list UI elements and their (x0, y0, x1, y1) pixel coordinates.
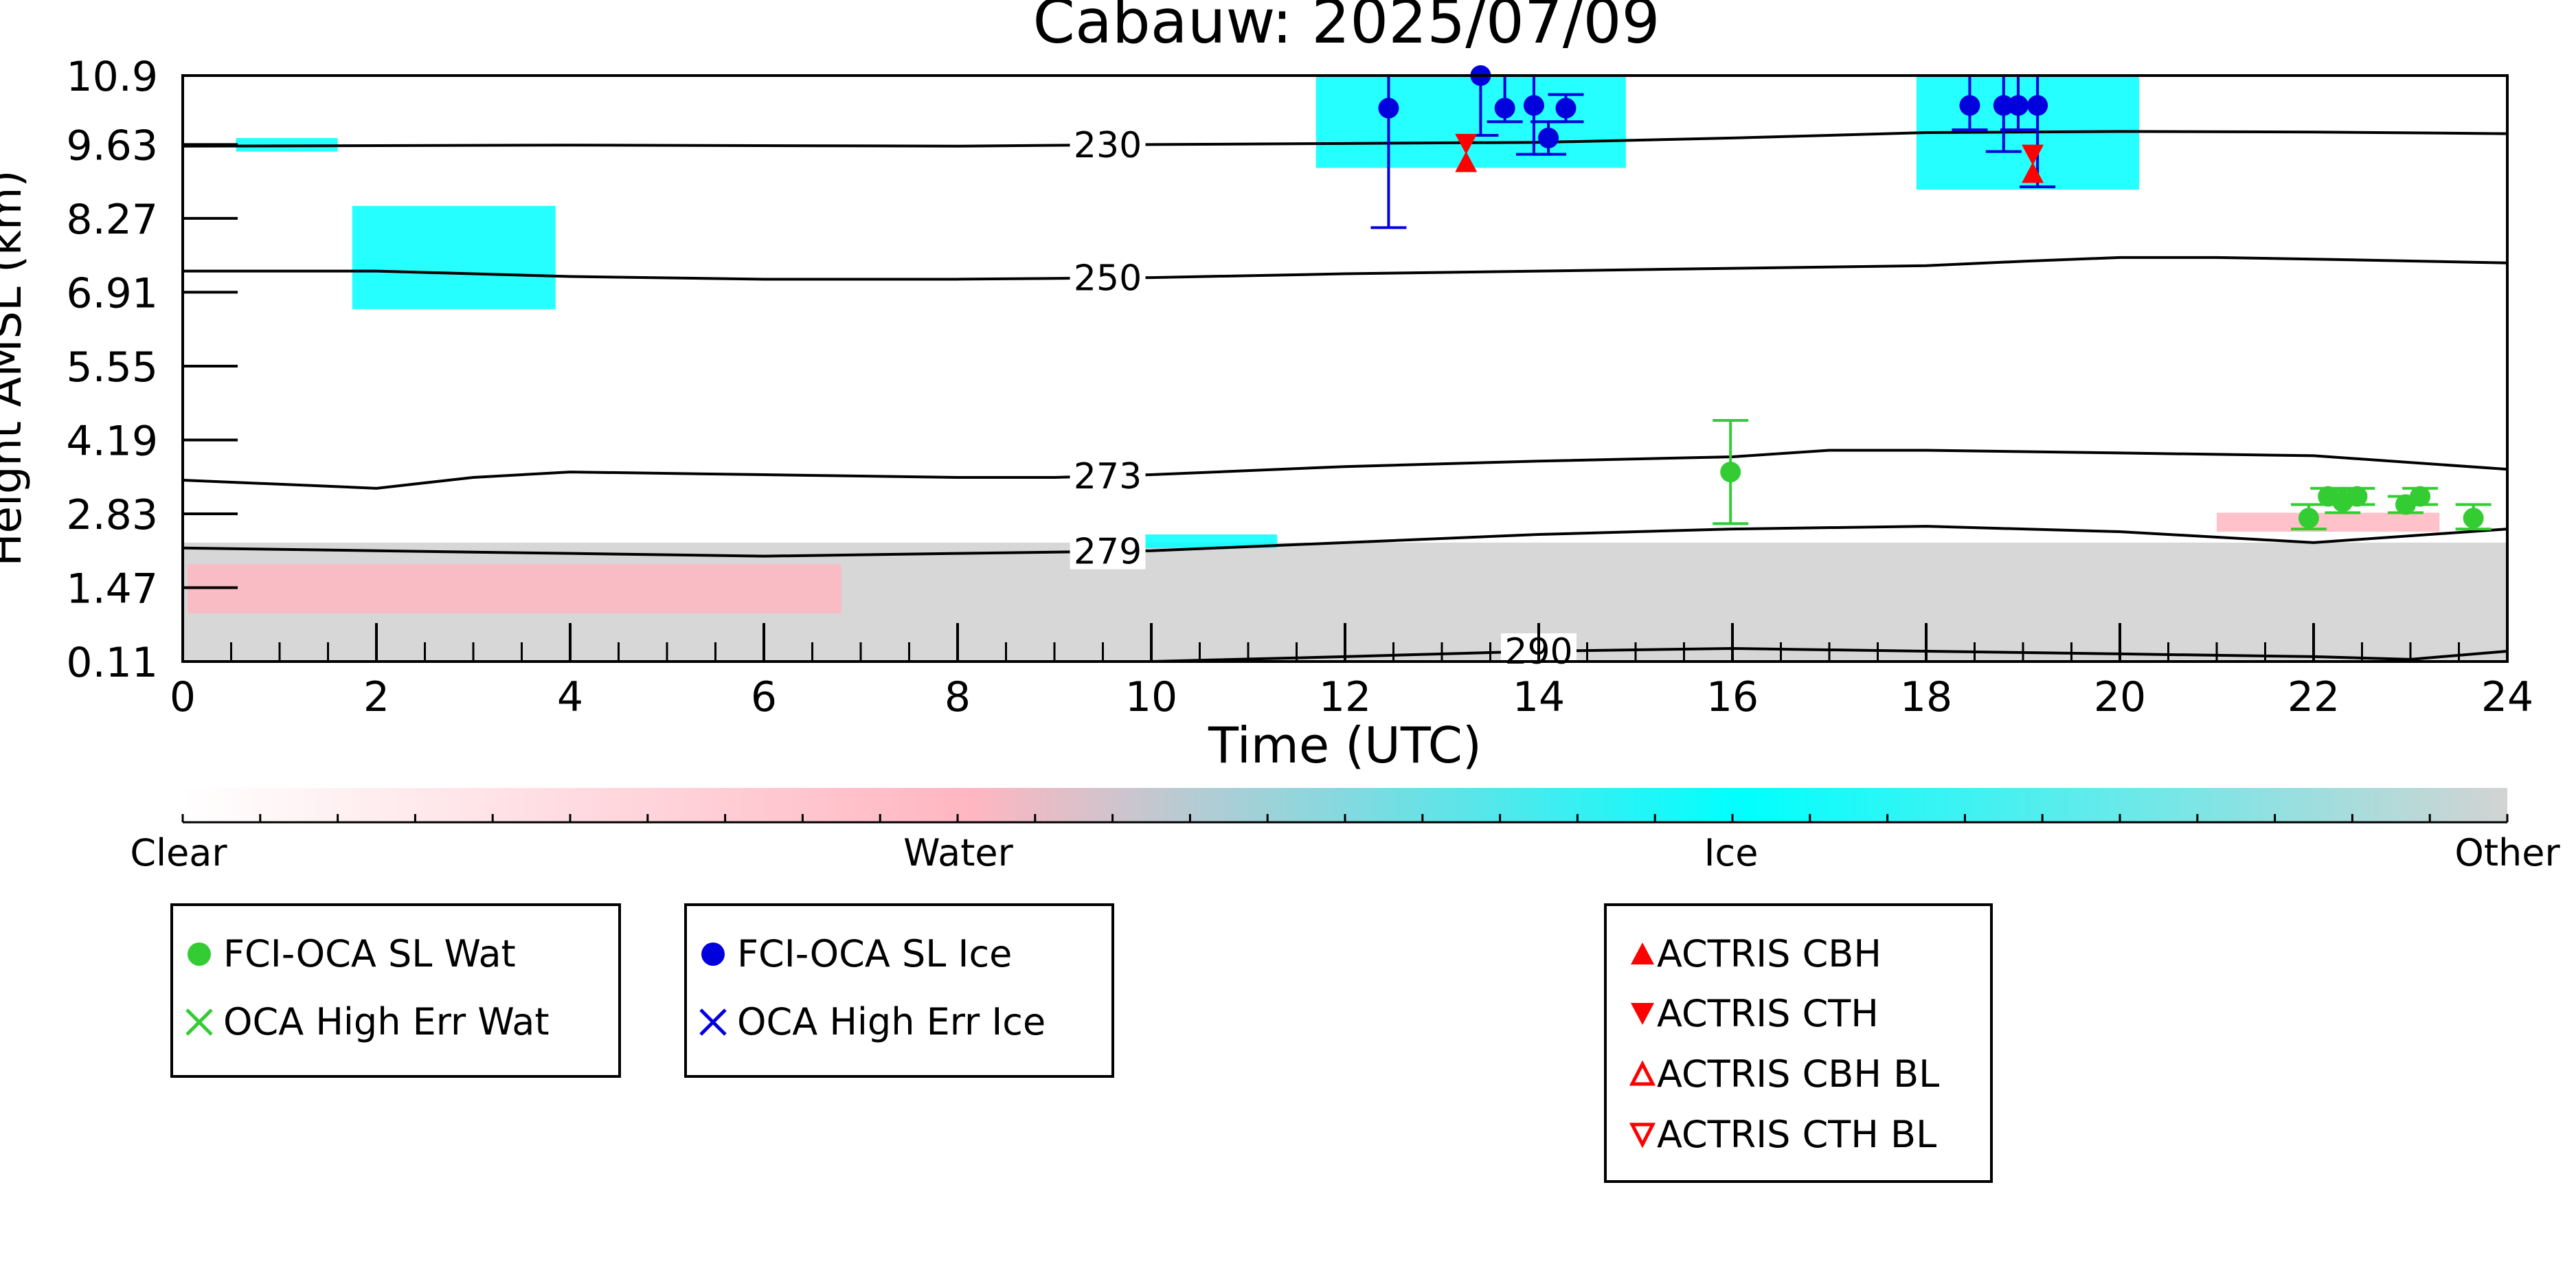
legend-marker-wat-circle (188, 942, 211, 966)
marker-fci-oca-sl-ice (1959, 95, 1980, 116)
marker-fci-oca-sl-ice (1555, 98, 1577, 119)
x-tick-label: 6 (751, 673, 777, 721)
x-tick-label: 22 (2287, 673, 2340, 721)
contour-250 (183, 256, 2508, 281)
contour-label-273: 273 (1074, 456, 1142, 497)
legend-ice: FCI-OCA SL Ice OCA High Err Ice (684, 903, 1114, 1078)
legend-water-frame (170, 903, 621, 1078)
x-tick-label: 12 (1319, 673, 1371, 721)
marker-fci-oca-sl-ice (2027, 95, 2048, 116)
marker-fci-oca-sl-wat (2347, 486, 2368, 507)
marker-fci-oca-sl-wat (2463, 508, 2484, 529)
marker-fci-oca-sl-ice (1523, 95, 1544, 116)
colorbar-label-other: Other (2454, 831, 2560, 874)
colorbar-label-clear: Clear (130, 831, 227, 874)
colorbar-label-water: Water (903, 831, 1013, 874)
marker-fci-oca-sl-ice (1494, 98, 1515, 119)
legend-marker-wat-x (185, 1008, 213, 1036)
marker-actris-cth (2022, 144, 2044, 166)
x-tick-label: 20 (2094, 673, 2146, 721)
x-tick-label: 0 (170, 673, 196, 721)
legend-label-higherr-wat: OCA High Err Wat (223, 1000, 550, 1043)
contour-label-250: 250 (1074, 258, 1142, 300)
legend-marker-ice-x (699, 1008, 727, 1036)
legend-label-higherr-ice: OCA High Err Ice (737, 1000, 1046, 1043)
x-tick-label: 14 (1513, 673, 1565, 721)
legend-label-oca-wat: FCI-OCA SL Wat (223, 932, 516, 975)
x-tick-label: 10 (1125, 673, 1177, 721)
x-tick-label: 2 (363, 673, 389, 721)
contour-279 (182, 525, 2508, 558)
legend-actris-frame (1604, 903, 1993, 1183)
cloud-region-water (188, 564, 841, 613)
chart-title: Cabauw: 2025/07/09 (1033, 0, 1660, 57)
colorbar-label-ice: Ice (1704, 831, 1759, 874)
cloud-region-ice (352, 205, 556, 309)
x-axis-label: Time (UTC) (1208, 716, 1482, 774)
y-tick-label: 8.27 (66, 196, 158, 244)
marker-fci-oca-sl-ice (1993, 95, 2014, 116)
contour-label-bg-273 (1070, 457, 1146, 494)
x-tick-label: 18 (1900, 673, 1952, 721)
y-tick-label: 6.91 (66, 269, 158, 317)
legend-marker-cth (1631, 1003, 1654, 1025)
marker-actris-cbh (1455, 151, 1478, 172)
contour-label-230: 230 (1074, 125, 1142, 166)
marker-actris-cbh (2022, 162, 2044, 183)
legend-actris: ACTRIS CBH ACTRIS CTH ACTRIS CBH BL ACTR… (1604, 903, 1993, 1183)
legend-ice-frame (684, 903, 1114, 1078)
cloud-mask (183, 76, 2507, 662)
legend-label-cth-bl: ACTRIS CTH BL (1657, 1113, 1936, 1156)
legend-marker-cbh-bl (1629, 1060, 1656, 1086)
y-tick-label: 9.63 (66, 122, 158, 170)
contour-273 (182, 449, 2508, 490)
y-tick-label: 5.55 (66, 343, 158, 392)
colorbar: Clear Water Ice Other (130, 788, 2560, 874)
legend-marker-cbh (1631, 942, 1654, 964)
legend-label-cth: ACTRIS CTH (1657, 992, 1879, 1035)
cloud-region-water (2217, 512, 2440, 532)
legend-label-cbh-bl: ACTRIS CBH BL (1657, 1052, 1939, 1096)
x-tick-label: 24 (2481, 673, 2533, 721)
x-tick-label: 8 (945, 673, 971, 721)
legend-label-cbh: ACTRIS CBH (1657, 932, 1882, 975)
contour-label-279: 279 (1074, 532, 1142, 573)
marker-fci-oca-sl-wat (2298, 508, 2319, 529)
y-axis-label: Height AMSL (km) (0, 170, 32, 567)
marker-fci-oca-sl-wat (1720, 462, 1741, 483)
y-axis: 0.11 1.47 2.83 4.19 5.55 6.91 8.27 9.63 10.9 (66, 53, 238, 687)
y-tick-label: 1.47 (66, 565, 158, 613)
marker-fci-oca-sl-ice (2007, 95, 2029, 116)
x-tick-label: 4 (557, 673, 583, 721)
marker-fci-oca-sl-ice (1538, 127, 1559, 148)
contour-230 (182, 130, 2508, 148)
contour-label-bg-250 (1070, 260, 1146, 296)
x-tick-label: 16 (1706, 673, 1759, 721)
marker-fci-oca-sl-ice (1378, 98, 1399, 119)
colorbar-ticks (181, 814, 2509, 822)
contour-label-bg-279 (1070, 533, 1146, 569)
marker-fci-oca-sl-wat (2410, 486, 2431, 507)
contour-label-bg-230 (1070, 126, 1146, 163)
legend-label-oca-ice: FCI-OCA SL Ice (737, 932, 1012, 975)
y-tick-label: 2.83 (66, 491, 158, 539)
legend-water: FCI-OCA SL Wat OCA High Err Wat (170, 903, 621, 1078)
legend-marker-cth-bl (1629, 1122, 1656, 1149)
y-tick-label: 0.11 (66, 639, 158, 687)
marker-actris-cth (1455, 133, 1478, 155)
x-axis: 0 2 4 6 8 10 12 14 16 18 20 22 24 (170, 623, 2533, 721)
y-tick-label: 4.19 (66, 417, 158, 465)
y-tick-label: 10.9 (66, 53, 158, 101)
legend-marker-ice-circle (701, 942, 725, 966)
